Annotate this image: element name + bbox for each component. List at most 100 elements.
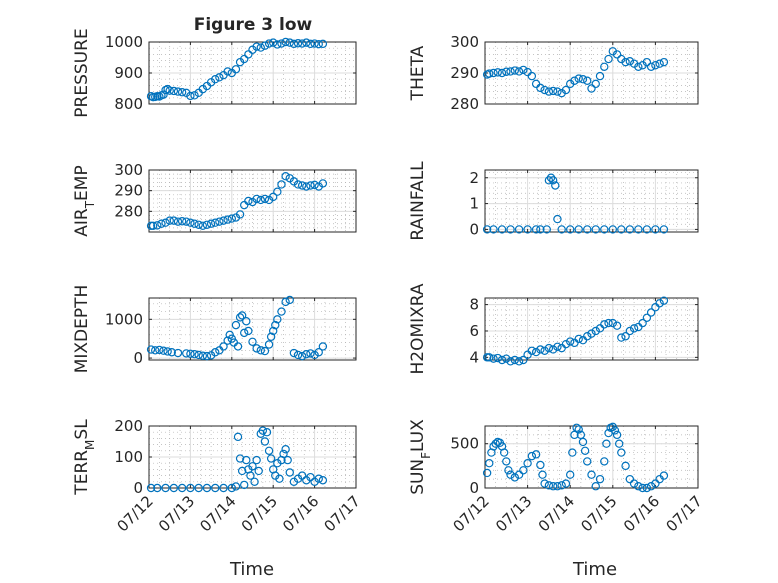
panel-4-data-point: [497, 225, 507, 234]
panel-8-data-point: [591, 482, 600, 491]
panel-3-data-point: [161, 218, 170, 227]
panel-5-data-point: [314, 348, 323, 357]
panel-3-data-point: [169, 216, 179, 225]
panel-8-data-point: [629, 479, 639, 488]
panel-4-data-point: [551, 181, 560, 190]
panel-8-x-tick-label: 07/13: [492, 492, 535, 535]
panel-6-data-point: [604, 318, 613, 328]
panel-6-data-point: [617, 333, 626, 342]
panel-4-data-point: [617, 225, 626, 234]
panel-5-y-tick-label: 1000: [105, 310, 143, 328]
panel-6-data-point: [591, 326, 600, 336]
panel-4-y-tick-label: 2: [469, 169, 479, 187]
panel-6-data-point: [527, 346, 537, 355]
panel-5-data-point: [219, 342, 228, 351]
panel-5-data-point: [186, 349, 195, 358]
panel-1-y-tick-label: 800: [114, 95, 143, 113]
panel-5-data-point: [198, 351, 208, 360]
panel-8-data-point: [502, 457, 511, 466]
panel-8-data-point: [527, 451, 537, 461]
panel-5-data-point: [231, 320, 241, 330]
panel-3-data-point: [302, 182, 311, 191]
panel-7-x-tick-label: 07/15: [238, 492, 281, 535]
panel-1-data-point: [273, 40, 282, 49]
panel-2-data-point: [544, 87, 554, 96]
panel-8-data-point: [538, 470, 547, 479]
panel-2-data-point: [591, 79, 600, 89]
panel-7-x-tick-label: 07/12: [114, 492, 157, 535]
panel-5-data-point: [190, 349, 199, 359]
panel-5-data-point: [237, 311, 247, 320]
panel-6-data-point: [608, 318, 618, 328]
panel-3-y-tick-label: 300: [114, 161, 143, 179]
panel-4-axes-bg: [485, 170, 698, 232]
panel-7-y-label: TERRMSL: [72, 419, 97, 496]
panel-7-x-tick-label: 07/13: [155, 492, 198, 535]
panel-7-y-tick-label: 200: [114, 417, 143, 435]
panel-7-data-point: [235, 454, 245, 463]
panel-5-data-point: [310, 350, 319, 360]
panel-4-data-point: [544, 176, 554, 185]
panel-7-data-point: [266, 454, 276, 463]
panel-8-data-point: [553, 482, 562, 491]
panel-6-data-point: [561, 339, 571, 349]
panel-5-data-point: [273, 315, 282, 324]
panel-8-data-point: [540, 479, 549, 488]
panel-7-data-point: [231, 482, 241, 491]
panel-7-data-point: [169, 483, 179, 493]
panel-7-data-point: [161, 483, 170, 493]
panel-6-data-point: [566, 337, 575, 346]
panel-2-y-tick-label: 280: [450, 95, 479, 113]
panel-7-data-point: [318, 476, 328, 485]
panel-8-data-point: [574, 425, 583, 434]
panel-7-x-tick-label: 07/14: [196, 492, 239, 535]
panel-8-data-point: [638, 483, 647, 493]
panel-2-data-point: [578, 74, 588, 84]
panel-2-data-point: [621, 57, 630, 67]
panel-3-data-point: [244, 196, 253, 206]
panel-3-data-point: [277, 180, 286, 189]
panel-2-data-point: [625, 57, 635, 66]
panel-7-data-point: [202, 483, 212, 493]
panel-1-data-point: [177, 88, 187, 97]
panel-5-data-point: [194, 350, 203, 360]
panel-7-data-point: [264, 446, 274, 455]
panel-7-data-point: [146, 483, 156, 493]
panel-8-data-point: [485, 459, 494, 468]
panel-8-data-point: [634, 482, 643, 491]
panel-8-data-point: [602, 439, 611, 448]
panel-5-data-point: [297, 351, 307, 361]
panel-8-data-point: [600, 457, 609, 466]
panel-2-data-point: [493, 68, 502, 77]
panel-3-data-point: [173, 217, 183, 226]
panel-8-data-point: [614, 439, 624, 448]
panel-4-data-point: [574, 225, 583, 234]
panel-8-data-point: [642, 483, 652, 493]
panel-2-y-tick-label: 300: [450, 33, 479, 51]
panel-8-data-point: [514, 470, 524, 479]
panel-7-x-tick-label: 07/16: [279, 492, 322, 535]
panel-5-data-point: [269, 326, 278, 336]
panel-1-data-point: [269, 38, 278, 47]
panel-8-data-point: [506, 470, 515, 479]
panel-6-data-point: [638, 318, 647, 328]
panel-2-data-point: [570, 76, 579, 85]
panel-6-data-point: [536, 345, 545, 354]
panel-5-data-point: [318, 342, 328, 351]
panel-2-data-point: [659, 57, 669, 67]
panel-8-data-point: [489, 442, 498, 451]
panel-7-data-point: [285, 468, 294, 477]
panel-8-data-point: [625, 474, 635, 484]
panel-2-data-point: [527, 71, 537, 81]
panel-6-y-label: H2OMIXRA: [408, 283, 428, 374]
panel-7-data-point: [248, 462, 257, 471]
panel-8-data-point: [544, 481, 554, 490]
panel-8-data-point: [510, 473, 520, 482]
panel-5-data-point: [155, 345, 164, 355]
panel-1-data-point: [256, 43, 265, 52]
panel-1-data-point: [240, 54, 249, 64]
panel-6-data-point: [642, 313, 652, 322]
panel-7-data-point: [242, 455, 251, 465]
panel-3-data-point: [235, 210, 245, 219]
panel-4-data-point: [553, 214, 562, 224]
